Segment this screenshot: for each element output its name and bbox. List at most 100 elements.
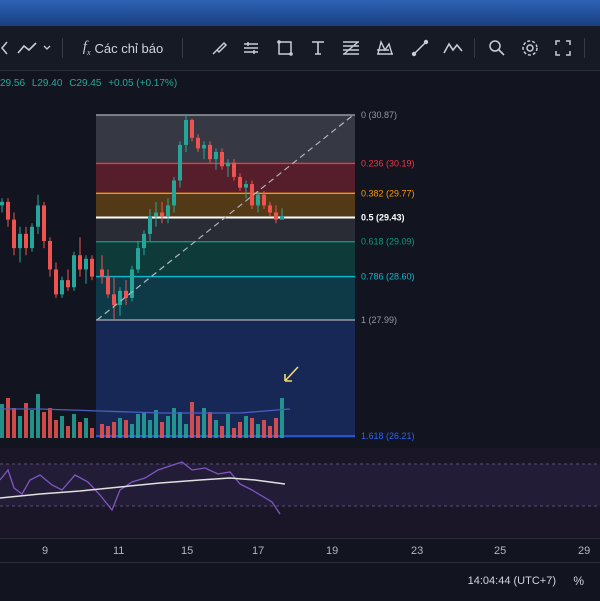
volume-bar [84, 418, 88, 438]
candle-body [54, 269, 58, 295]
fib-icon[interactable] [338, 26, 364, 70]
fib-level-label: 1.618 (26.21) [361, 431, 415, 441]
zoom-icon[interactable] [484, 26, 510, 70]
toolbar-divider [62, 38, 63, 58]
line-chart-icon[interactable] [14, 26, 40, 70]
volume-bar [72, 414, 76, 438]
candlestick-series [0, 114, 284, 320]
cursor-icon[interactable] [407, 26, 433, 70]
candle-body [72, 255, 76, 288]
candle-body [118, 290, 122, 306]
candle-body [208, 144, 212, 160]
candle-body [6, 201, 10, 220]
ohlc-legend: 29.56 L29.40 C29.45 +0.05 (+0.17%) [0, 78, 181, 89]
candle-body [78, 255, 82, 270]
ohlc-close: C29.45 [69, 78, 102, 89]
candle-body [268, 205, 272, 213]
text-icon[interactable] [305, 26, 331, 70]
time-axis: 9 11 15 17 19 23 25 29 [0, 538, 600, 563]
candle-body [232, 162, 236, 177]
volume-bar [196, 416, 200, 438]
fib-level-label: 1 (27.99) [361, 315, 397, 325]
candle-body [136, 248, 140, 270]
clock-display[interactable]: 14:04:44 (UTC+7) [467, 575, 556, 587]
annotation-arrow [284, 366, 299, 382]
chevron-down-icon[interactable] [40, 26, 54, 70]
candle-body [280, 216, 284, 220]
fullscreen-icon[interactable] [550, 26, 576, 70]
volume-bar [148, 420, 152, 438]
candle-body [256, 194, 260, 206]
volume-bar [244, 416, 248, 438]
volume-bar [268, 426, 272, 438]
fib-band [96, 241, 355, 277]
time-label: 11 [113, 545, 125, 557]
candle-body [244, 184, 248, 188]
volume-bar [48, 408, 52, 438]
status-bar: 14:04:44 (UTC+7) % [0, 562, 600, 601]
candle-body [12, 219, 16, 249]
volume-bar [42, 412, 46, 438]
volume-bar [280, 398, 284, 438]
volume-bar [172, 408, 176, 438]
volume-bar [54, 420, 58, 438]
tools-icon[interactable] [238, 26, 264, 70]
candle-body [36, 205, 40, 227]
volume-bar [202, 408, 206, 438]
time-label: 17 [252, 545, 265, 557]
volume-bar [18, 416, 22, 438]
indicators-button[interactable]: fx Các chỉ báo [72, 26, 174, 70]
fib-level-label: 0.5 (29.43) [361, 213, 405, 223]
candle-body [154, 212, 158, 217]
rectangle-icon[interactable] [272, 26, 298, 70]
volume-bar [130, 424, 134, 438]
time-label: 19 [326, 545, 339, 557]
volume-bar [66, 426, 70, 438]
price-chart[interactable]: 0 (30.87) 0.236 (30.19) 0.382 (29.77) 0.5 (… [0, 70, 600, 538]
indicators-icon: fx [82, 39, 91, 57]
pattern-icon[interactable] [372, 26, 398, 70]
fib-trend-line[interactable] [96, 115, 353, 321]
oscillator-line [0, 461, 281, 515]
candle-body [250, 184, 254, 206]
volume-bar [190, 402, 194, 438]
volume-bar [78, 422, 82, 438]
wave-icon[interactable] [440, 26, 466, 70]
volume-bar [106, 426, 110, 438]
volume-bar [238, 422, 242, 438]
candle-body [190, 119, 194, 138]
volume-bar [262, 420, 266, 438]
volume-bar [100, 424, 104, 438]
candle-body [100, 269, 104, 277]
fib-band [96, 217, 355, 242]
time-label: 25 [494, 545, 507, 557]
volume-bar [250, 418, 254, 438]
undo-arrow-icon[interactable] [0, 26, 10, 70]
volume-bar [60, 416, 64, 438]
window-title-bar [0, 0, 600, 26]
brush-icon[interactable] [206, 26, 232, 70]
volume-bar [160, 422, 164, 438]
percent-toggle[interactable]: % [573, 574, 584, 588]
time-label: 9 [42, 545, 49, 557]
fib-level-label: 0 (30.87) [361, 110, 397, 120]
volume-bar [112, 422, 116, 438]
time-label: 29 [578, 545, 591, 557]
fib-level-label: 0.382 (29.77) [361, 188, 415, 198]
volume-bar [0, 404, 4, 438]
candle-body [160, 212, 164, 217]
volume-ma-line [0, 408, 291, 414]
settings-icon[interactable] [517, 26, 543, 70]
toolbar-divider [474, 38, 475, 58]
candle-body [148, 216, 152, 234]
volume-bar [118, 418, 122, 438]
fib-band [96, 115, 355, 164]
volume-bar [220, 426, 224, 438]
toolbar-divider [182, 38, 183, 58]
fib-band [96, 320, 355, 438]
oscillator-signal-line [0, 477, 286, 499]
candle-body [274, 212, 278, 220]
volume-bar [136, 414, 140, 438]
volume-bar [166, 416, 170, 438]
candle-body [214, 152, 218, 160]
